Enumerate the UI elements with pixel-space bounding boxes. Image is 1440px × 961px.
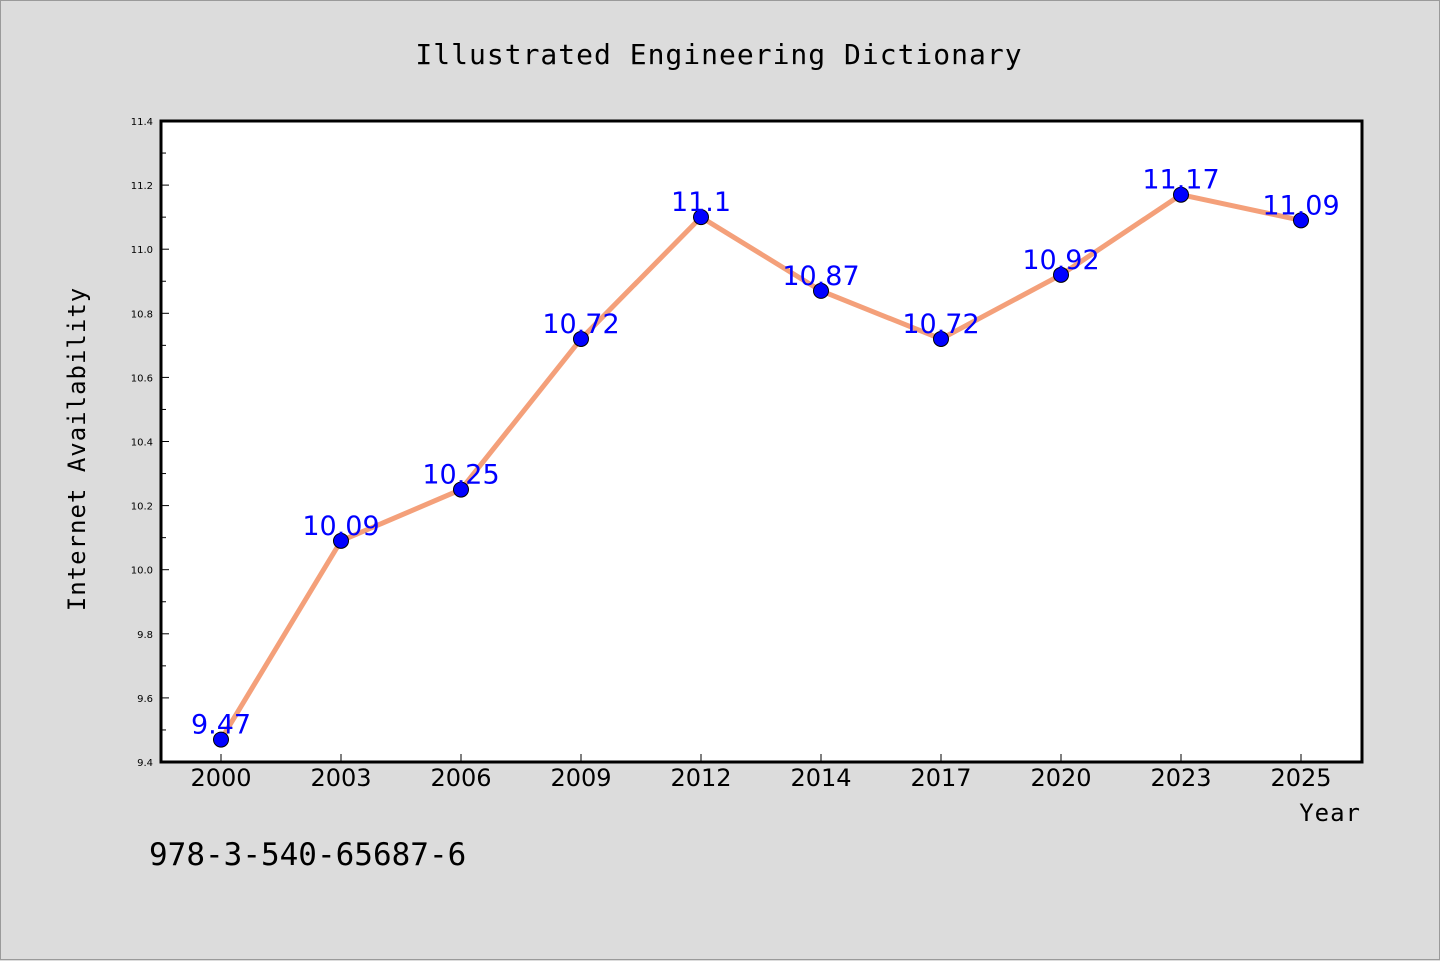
data-point [333,532,349,549]
data-point [813,282,829,299]
y-tick-label: 10.6 [131,373,153,384]
x-axis: 2000 2003 2006 2009 2012 2014 2017 2020 2023 2025 [190,754,1332,792]
data-label: 10.72 [902,309,979,340]
y-tick-label: 11.2 [131,181,153,192]
y-axis-label: Internet Availability [63,287,91,611]
data-point [1173,186,1189,203]
x-tick-label: 2023 [1150,764,1211,792]
x-tick-label: 2017 [910,764,971,792]
x-tick-label: 2006 [430,764,491,792]
data-point [693,209,709,226]
x-tick-label: 2025 [1270,764,1331,792]
x-tick-label: 2003 [310,764,371,792]
data-label: 10.72 [542,309,619,340]
x-axis-label: Year [1299,799,1361,827]
x-tick-label: 2020 [1030,764,1091,792]
y-tick-label: 10.0 [131,566,153,577]
plot-area [159,119,1364,764]
data-labels: 9.47 10.09 10.25 10.72 11.1 10.87 10.72 10.92 11… [191,165,1340,741]
data-point [213,731,229,748]
y-tick-label: 9.8 [137,630,153,641]
y-tick-label: 10.4 [131,438,153,449]
y-tick-label: 9.4 [137,758,153,769]
data-point [933,330,949,347]
x-tick-label: 2012 [670,764,731,792]
x-tick-label: 2009 [550,764,611,792]
series-markers [213,186,1309,748]
y-tick-label: 10.8 [131,309,153,320]
data-point [1293,212,1309,229]
data-label: 10.09 [302,511,379,542]
data-point [573,330,589,347]
data-label: 10.92 [1022,245,1099,276]
data-label: 11.17 [1142,165,1219,196]
x-tick-label: 2014 [790,764,851,792]
data-label: 11.09 [1262,190,1339,221]
y-tick-label: 9.6 [137,694,153,705]
data-point [453,481,469,498]
data-point [1053,266,1069,283]
data-label: 10.87 [782,261,859,292]
series-line [218,192,1302,741]
y-tick-label: 11.0 [131,245,153,256]
chart-title: Illustrated Engineering Dictionary [415,38,1022,71]
y-tick-label: 11.4 [131,117,153,128]
data-label: 11.1 [671,187,731,218]
y-tick-label: 10.2 [131,502,153,513]
x-tick-label: 2000 [190,764,251,792]
data-label: 9.47 [191,710,251,741]
y-axis: 9.4 9.6 9.8 10.0 10.2 10.4 10.6 10.8 11.0 11.2 11.… [131,117,169,769]
data-label: 10.25 [422,460,499,491]
isbn-footer: 978-3-540-65687-6 [149,837,466,873]
